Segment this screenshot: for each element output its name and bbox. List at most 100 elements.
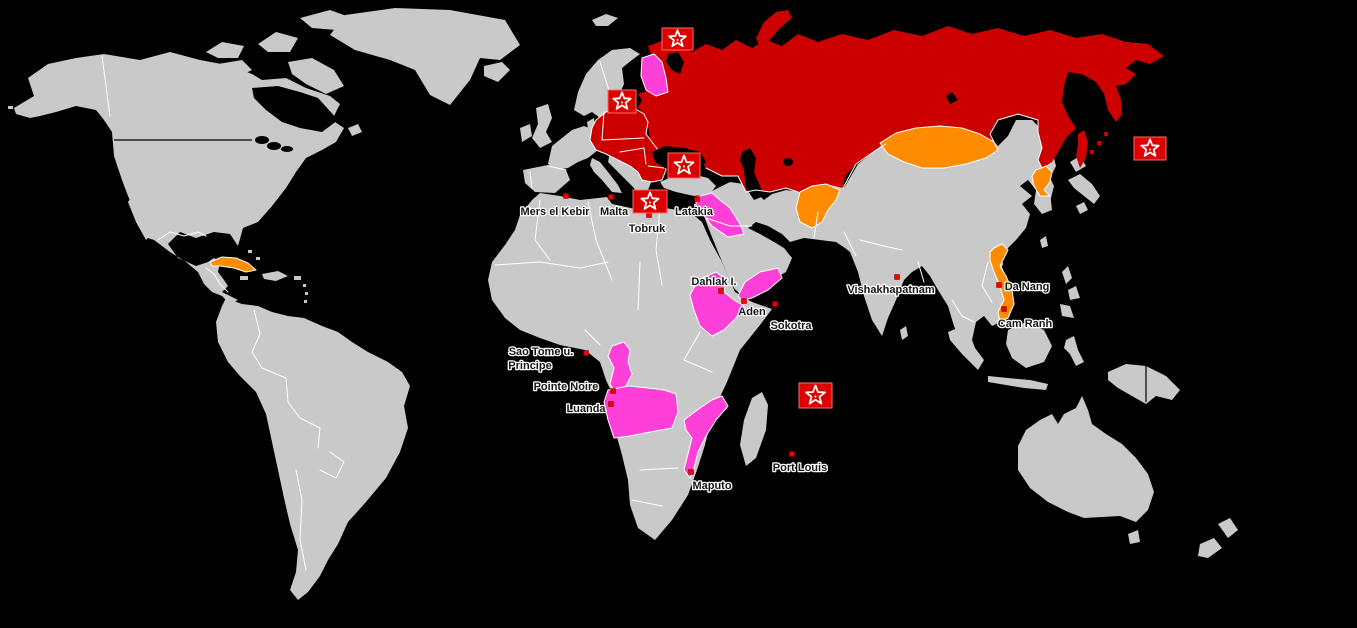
border-ussr-china bbox=[842, 143, 887, 189]
red-star-icon bbox=[805, 384, 826, 405]
border-nigeria-cameroon bbox=[584, 329, 601, 346]
island-philippines-visayas bbox=[1068, 286, 1080, 300]
country-vietnam bbox=[989, 243, 1015, 323]
layer-socialist-states bbox=[209, 10, 1164, 479]
island-sumatra bbox=[948, 328, 984, 370]
country-finland bbox=[640, 53, 669, 97]
port-marker-sokotra bbox=[772, 301, 778, 307]
island-new-guinea bbox=[1108, 364, 1180, 404]
soviet-fleet-badge-pacific-ocean bbox=[1133, 136, 1167, 161]
soviet-fleet-badge-baltic-sea bbox=[607, 89, 637, 114]
red-star-icon bbox=[673, 154, 695, 175]
island-puerto-rico bbox=[294, 276, 301, 280]
country-turkey bbox=[660, 174, 716, 196]
island-taiwan bbox=[1040, 236, 1048, 248]
landmass-baja-california bbox=[128, 196, 150, 240]
island-borneo bbox=[1006, 322, 1052, 368]
island-aleutians-1 bbox=[8, 106, 13, 109]
port-label-luanda: Luanda bbox=[566, 403, 606, 415]
soviet-fleet-badge-indian-ocean bbox=[798, 382, 833, 409]
hudson-bay bbox=[252, 86, 338, 132]
country-ireland bbox=[520, 124, 532, 142]
port-marker-luanda bbox=[608, 401, 614, 407]
border-laos-cambodia bbox=[981, 261, 993, 303]
port-label-port-louis: Port Louis bbox=[773, 462, 827, 474]
border-chile-argentina bbox=[295, 469, 307, 571]
port-label-sao-tome-u-principe-line2: Principe bbox=[508, 360, 551, 372]
star-center-dot bbox=[621, 101, 623, 104]
border-southern-africa-1 bbox=[639, 467, 679, 471]
country-mongolia bbox=[879, 125, 999, 169]
port-label-aden: Aden bbox=[738, 306, 766, 318]
island-antilles-3 bbox=[304, 300, 307, 303]
star-center-dot bbox=[1149, 148, 1151, 151]
country-north-korea bbox=[1031, 165, 1053, 197]
port-marker-pointe-noire bbox=[610, 388, 616, 394]
island-java bbox=[988, 376, 1048, 390]
island-arctic-2 bbox=[258, 32, 298, 52]
country-iceland bbox=[484, 62, 510, 82]
island-novaya-zemlya bbox=[756, 10, 792, 48]
island-baffin bbox=[288, 58, 344, 94]
soviet-fleet-badge-barents-sea bbox=[661, 27, 694, 51]
star-center-dot bbox=[676, 39, 679, 41]
border-colombia-venezuela bbox=[251, 309, 263, 369]
island-philippines-mindanao bbox=[1060, 304, 1074, 318]
island-arctic-1 bbox=[206, 42, 244, 58]
star-center-dot bbox=[814, 395, 817, 398]
country-south-korea bbox=[1036, 192, 1052, 214]
island-kurils-3 bbox=[1104, 132, 1108, 136]
port-label-sokotra: Sokotra bbox=[771, 320, 813, 332]
border-india-burma bbox=[917, 261, 925, 283]
border-bloc-internal-2 bbox=[601, 137, 645, 141]
border-morocco-algeria bbox=[534, 199, 551, 261]
island-aleutians-3 bbox=[38, 107, 43, 110]
port-marker-vishakhapatnam bbox=[894, 274, 900, 280]
region-warsaw-pact-europe bbox=[589, 107, 667, 183]
border-india-china bbox=[859, 239, 903, 251]
layer-badges bbox=[607, 27, 1167, 409]
landmass-south-america bbox=[216, 298, 410, 600]
island-sakhalin bbox=[1076, 130, 1088, 168]
red-star-icon bbox=[612, 91, 632, 110]
port-marker-mers-el-kebir bbox=[563, 193, 569, 199]
region-western-europe bbox=[548, 126, 598, 170]
aral-sea bbox=[783, 158, 793, 166]
caspian-sea bbox=[740, 148, 764, 200]
border-bloc-internal-1 bbox=[601, 111, 605, 141]
landmass-asia bbox=[698, 120, 1056, 366]
port-marker-sao-tome-u-principe bbox=[583, 350, 589, 356]
great-lakes-1 bbox=[255, 136, 269, 144]
island-sri-lanka bbox=[900, 326, 908, 340]
border-ussr-manchuria bbox=[989, 113, 1043, 169]
border-thailand bbox=[951, 299, 975, 323]
country-italy bbox=[590, 158, 622, 193]
border-southern-africa-2 bbox=[631, 499, 663, 507]
border-brazil-west bbox=[261, 367, 301, 419]
port-label-vishakhapatnam: Vishakhapatnam bbox=[847, 284, 934, 296]
port-marker-malta bbox=[608, 194, 614, 200]
island-tasmania bbox=[1128, 530, 1140, 544]
border-saudi-north bbox=[705, 217, 753, 227]
island-honshu bbox=[1068, 174, 1100, 204]
star-center-dot bbox=[683, 165, 685, 168]
port-marker-aden bbox=[741, 298, 747, 304]
island-kyushu bbox=[1076, 202, 1088, 214]
border-india-pakistan bbox=[843, 231, 857, 257]
island-victoria bbox=[218, 60, 252, 78]
border-ussr-south bbox=[705, 167, 799, 193]
border-bloc-internal-3 bbox=[619, 147, 647, 165]
port-label-cam-ranh: Cam Ranh bbox=[998, 318, 1053, 330]
border-bolivia bbox=[299, 417, 321, 449]
port-label-latakia: Latakia bbox=[675, 206, 714, 218]
island-madagascar bbox=[740, 392, 768, 466]
port-label-malta: Malta bbox=[600, 206, 629, 218]
island-new-zealand-south bbox=[1198, 538, 1222, 558]
border-iran-pakistan bbox=[813, 211, 819, 239]
country-ussr bbox=[638, 26, 1164, 192]
country-angola bbox=[603, 385, 679, 439]
island-new-zealand-north bbox=[1218, 518, 1238, 538]
country-cuba bbox=[209, 256, 257, 273]
great-lakes-3 bbox=[281, 146, 293, 152]
